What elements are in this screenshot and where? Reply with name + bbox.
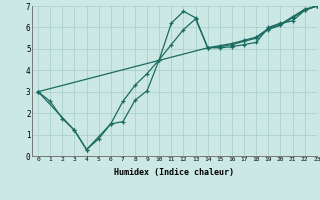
X-axis label: Humidex (Indice chaleur): Humidex (Indice chaleur) <box>115 168 234 177</box>
